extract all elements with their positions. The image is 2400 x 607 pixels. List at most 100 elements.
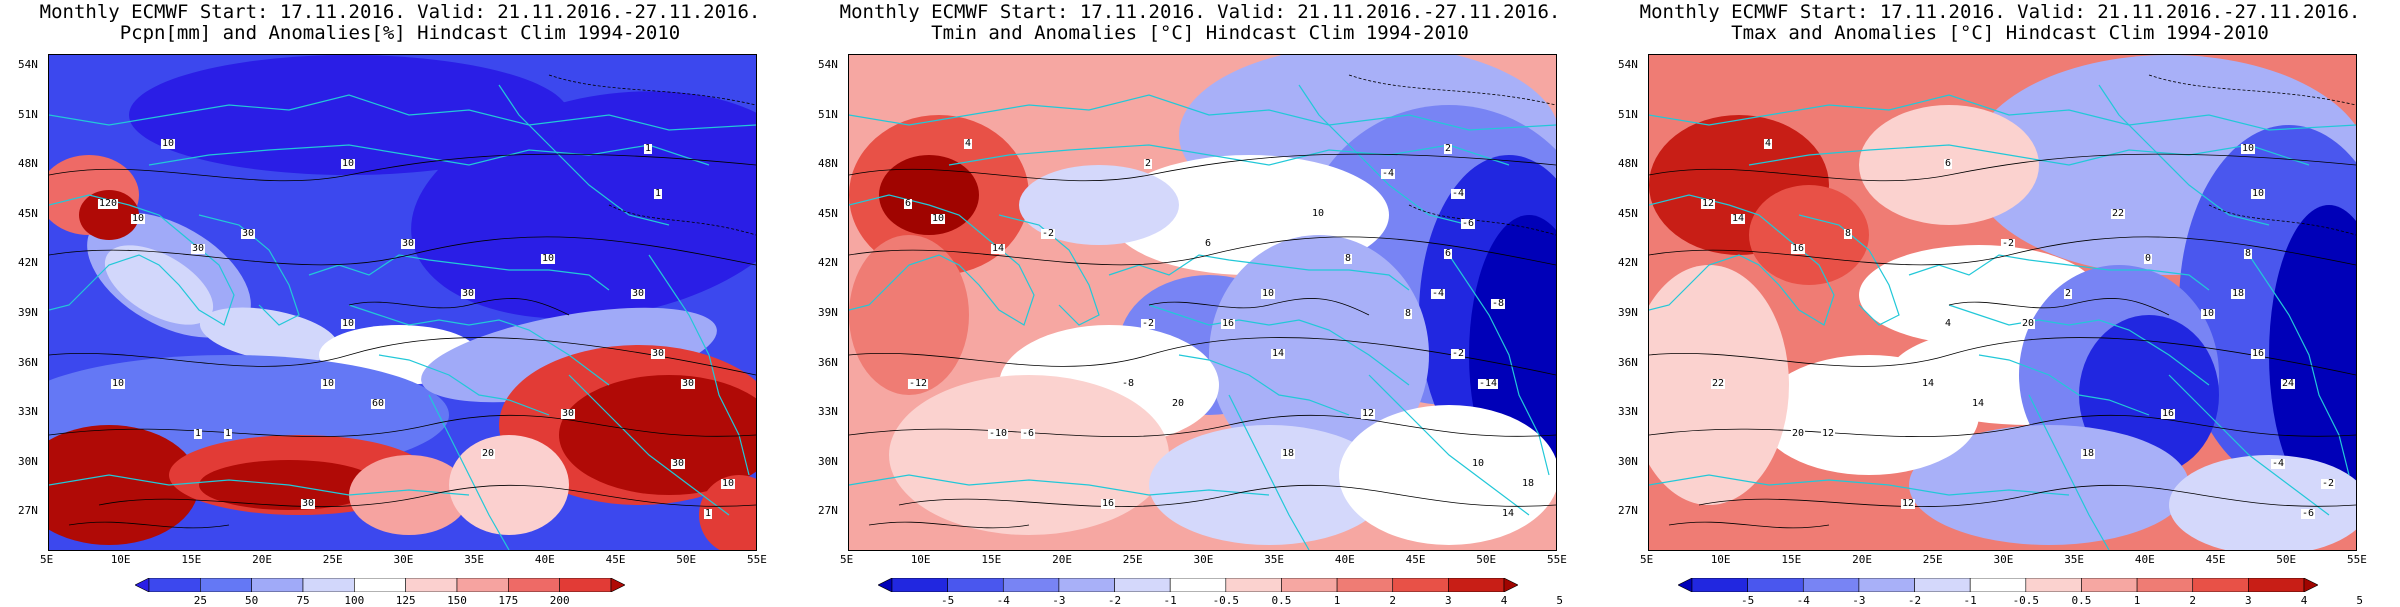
contour-label: 16 xyxy=(1100,498,1116,509)
coastlines xyxy=(49,84,756,550)
anomaly-region xyxy=(1149,425,1389,545)
colorbar-tick-label: 125 xyxy=(395,594,416,607)
colorbar-tick-label: -2 xyxy=(1107,594,1122,607)
map-area xyxy=(848,54,1557,551)
colorbar-segment xyxy=(456,578,509,592)
colorbar-tick-label: -5 xyxy=(941,594,955,607)
colorbar-tick-label: 5 xyxy=(2356,594,2363,607)
colorbar-segment xyxy=(891,578,948,592)
colorbar-segment xyxy=(2303,578,2318,592)
lon-label: 50E xyxy=(2276,553,2297,566)
colorbar-segment xyxy=(1858,578,1915,592)
anomaly-region xyxy=(1909,425,2189,545)
contour-label: 6 xyxy=(1443,248,1453,259)
contour-label: -4 xyxy=(1450,188,1466,199)
colorbar-tick-label: 50 xyxy=(245,594,259,607)
lat-label: 54N xyxy=(1618,58,1638,71)
lon-label: 20E xyxy=(1052,553,1072,566)
contour-label: 14 xyxy=(1920,378,1936,389)
coastlines xyxy=(1649,84,2356,550)
lat-label: 45N xyxy=(18,206,38,220)
lat-label: 48N xyxy=(18,157,38,171)
lon-label: 55E xyxy=(1547,553,1567,566)
colorbar-tick-label: 1 xyxy=(2133,594,2141,607)
anomaly-region xyxy=(2169,455,2356,550)
lon-label: 5E xyxy=(1640,553,1654,566)
colorbar-segment xyxy=(2192,578,2249,592)
contour-label: 10 xyxy=(1260,288,1276,299)
contour-label: -2 xyxy=(2320,478,2336,489)
contour-label: 14 xyxy=(1270,348,1286,359)
lat-label: 39N xyxy=(818,306,838,319)
lat-label: 51N xyxy=(1618,107,1638,121)
lon-label: 5E xyxy=(840,553,854,566)
colorbar-tick-label: 2 xyxy=(1389,594,1397,607)
contour-label: 22 xyxy=(1710,378,1726,389)
colorbar-tick-label: 4 xyxy=(1500,594,1508,607)
colorbar-tick-label: -4 xyxy=(1796,594,1810,607)
colorbar-segment xyxy=(610,578,625,592)
contour-label: 12 xyxy=(1900,498,1916,509)
lat-label: 36N xyxy=(818,355,838,369)
contour-label: -2 xyxy=(2000,238,2016,249)
colorbar-segment xyxy=(1969,578,2027,592)
contour-label: 1 xyxy=(193,428,203,439)
lon-label: 35E xyxy=(464,553,485,566)
anomaly-field xyxy=(1649,55,2356,550)
lon-label: 35E xyxy=(2064,553,2085,566)
contour-label: 20 xyxy=(480,448,496,459)
colorbar-segment xyxy=(878,578,893,592)
colorbar-tick-label: -1 xyxy=(1963,594,1977,607)
colorbar-segment xyxy=(135,578,150,592)
contour-label: 20 xyxy=(1790,428,1806,439)
lat-label: 36N xyxy=(1618,355,1638,369)
lon-label: 50E xyxy=(676,553,697,566)
anomaly-region xyxy=(349,455,469,535)
colorbar xyxy=(1678,578,2318,592)
colorbar-tick-label: 75 xyxy=(296,594,310,607)
colorbar-tick-label: -3 xyxy=(1852,594,1866,607)
colorbar-tick-label: 100 xyxy=(344,594,365,607)
anomaly-field xyxy=(49,55,756,550)
contour-label: 1 xyxy=(223,428,233,439)
anomaly-region xyxy=(1759,355,1979,475)
contour-label: 10 xyxy=(160,138,176,149)
anomaly-region xyxy=(2269,205,2356,505)
contour-label: 8 xyxy=(1403,308,1413,319)
panel-title-line1: Monthly ECMWF Start: 17.11.2016. Valid: … xyxy=(1639,1,2361,23)
lat-label: 45N xyxy=(1618,206,1638,220)
lon-label: 15E xyxy=(981,553,1002,566)
colorbar-segment xyxy=(1058,578,1115,592)
panel-precipitation: Monthly ECMWF Start: 17.11.2016. Valid: … xyxy=(0,0,800,607)
anomaly-region xyxy=(129,55,569,175)
contour-label: 22 xyxy=(2110,208,2126,219)
contour-label: -12 xyxy=(907,378,929,389)
contour-label: 30 xyxy=(240,228,256,239)
colorbar-segment xyxy=(1336,578,1394,592)
lon-label: 25E xyxy=(322,553,343,566)
colorbar-tick-label: 175 xyxy=(498,594,519,607)
colorbar xyxy=(878,578,1518,592)
lat-label: 30N xyxy=(1618,454,1638,468)
colorbar-segment xyxy=(1392,578,1449,592)
lon-label: 50E xyxy=(1476,553,1497,566)
lat-label: 42N xyxy=(18,256,38,270)
lon-label: 30E xyxy=(1193,553,1214,566)
colorbar-segment xyxy=(1691,578,1748,592)
contour-label: 10 xyxy=(540,253,556,264)
lat-label: 27N xyxy=(818,504,838,518)
negative-contours xyxy=(548,74,756,236)
colorbar-tick-label: 3 xyxy=(1445,594,1452,607)
lat-label: 42N xyxy=(1618,256,1638,270)
colorbar-tick-label: 0.5 xyxy=(2071,594,2092,607)
colorbar-segment xyxy=(1747,578,1804,592)
contour-label: 8 xyxy=(1343,253,1353,264)
colorbar-segment xyxy=(405,578,458,592)
panel-title-line2: Pcpn[mm] and Anomalies[%] Hindcast Clim … xyxy=(119,22,681,44)
lat-label: 27N xyxy=(18,504,38,518)
colorbar-tick-label: 25 xyxy=(193,594,207,607)
lon-label: 20E xyxy=(252,553,272,566)
lon-label: 40E xyxy=(534,553,555,566)
contour-label: 10 xyxy=(1310,208,1326,219)
contour-label: 120 xyxy=(97,198,119,209)
